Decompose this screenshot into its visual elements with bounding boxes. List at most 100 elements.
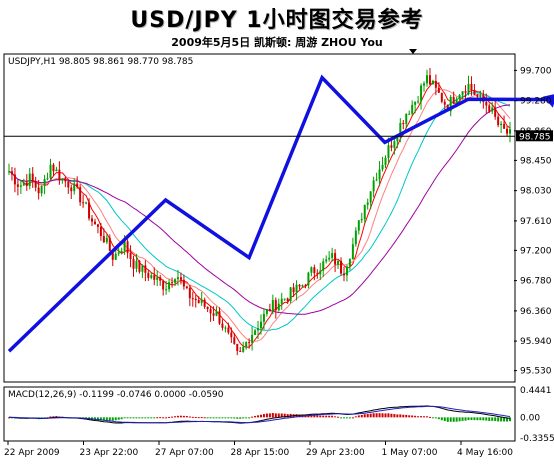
candle-body	[313, 267, 316, 274]
macd-bar	[248, 417, 251, 419]
macd-bar	[194, 417, 197, 419]
price-tick-label: 95.530	[520, 367, 552, 377]
candle-body	[171, 282, 174, 284]
macd-bar	[174, 416, 177, 418]
macd-bar	[334, 416, 337, 418]
macd-bar	[378, 413, 381, 418]
macd-bar	[411, 415, 414, 418]
candle-body	[458, 94, 461, 100]
candle-body	[46, 178, 49, 180]
candle-body	[393, 141, 396, 148]
macd-bar	[420, 416, 423, 418]
macd-bar	[200, 417, 203, 419]
macd-bar	[144, 417, 147, 419]
candle-body	[464, 91, 467, 93]
price-tick-label: 96.780	[520, 277, 552, 287]
candle-body	[61, 178, 64, 181]
candle-body	[79, 187, 82, 203]
macd-bar	[150, 417, 153, 419]
candle-body	[503, 123, 506, 129]
macd-bar	[428, 416, 431, 418]
macd-bar	[351, 417, 354, 419]
candle-body	[174, 279, 177, 283]
macd-bar	[147, 417, 150, 419]
candle-body	[485, 102, 488, 106]
macd-bar	[405, 414, 408, 418]
macd-bar	[322, 415, 325, 418]
moving-average-line	[8, 104, 511, 315]
candle-body	[428, 75, 431, 85]
candle-body	[434, 80, 437, 88]
candle-body	[88, 202, 91, 219]
macd-bar	[319, 415, 322, 418]
macd-bar	[165, 417, 168, 419]
macd-bar	[464, 417, 467, 421]
candle-body	[13, 174, 16, 185]
macd-bar	[440, 417, 443, 421]
candle-body	[239, 350, 242, 352]
macd-bar	[55, 416, 58, 418]
candle-body	[381, 164, 384, 170]
macd-bar	[159, 417, 162, 419]
candle-body	[437, 87, 440, 93]
macd-bar	[363, 414, 366, 418]
macd-bar	[49, 416, 52, 418]
candlesticks	[8, 67, 511, 356]
time-tick-label: 28 Apr 15:00	[231, 448, 290, 458]
candle-body	[85, 202, 88, 204]
macd-bar	[102, 417, 105, 421]
candle-body	[34, 181, 37, 188]
macd-bar	[340, 417, 343, 419]
trend-arrow-line	[7, 74, 551, 353]
candle-body	[108, 237, 111, 251]
macd-bar	[345, 417, 348, 419]
macd-bar	[185, 416, 188, 418]
macd-bar	[182, 415, 185, 418]
macd-bar	[123, 417, 126, 419]
candle-body	[191, 298, 194, 300]
macd-bar	[396, 414, 399, 418]
macd-bar	[265, 413, 268, 418]
macd-bar	[491, 417, 494, 421]
candle-body	[399, 122, 402, 138]
macd-bar	[230, 417, 233, 419]
candle-body	[405, 114, 408, 124]
macd-bar	[156, 417, 159, 419]
macd-bar	[153, 417, 156, 419]
macd-bar	[259, 414, 262, 418]
candle-body	[271, 300, 274, 312]
candle-body	[197, 300, 200, 303]
candle-body	[203, 299, 206, 307]
macd-tick-label: 0.00	[520, 413, 540, 423]
candle-body	[227, 327, 230, 333]
macd-bar	[245, 417, 248, 419]
macd-bar	[425, 416, 428, 418]
candle-body	[408, 113, 411, 115]
candle-body	[277, 303, 280, 311]
candle-body	[141, 265, 144, 272]
macd-signal-line	[8, 405, 511, 424]
price-tick-label: 98.030	[520, 187, 552, 197]
macd-bar	[375, 413, 378, 418]
candle-body	[509, 129, 511, 134]
candle-body	[159, 277, 162, 281]
macd-bar	[372, 413, 375, 418]
time-tick-label: 27 Apr 07:00	[155, 448, 214, 458]
candle-body	[206, 306, 209, 309]
candle-body	[182, 279, 185, 287]
candle-body	[76, 183, 79, 188]
candle-body	[340, 260, 343, 274]
candle-body	[194, 298, 197, 301]
macd-bar	[449, 417, 452, 422]
macd-bar	[218, 417, 221, 419]
candle-body	[224, 327, 227, 329]
candle-body	[476, 94, 479, 97]
candle-body	[390, 145, 393, 148]
time-tick-label: 29 Apr 23:00	[306, 448, 365, 458]
macd-bar	[393, 414, 396, 418]
candle-body	[188, 287, 191, 299]
candle-body	[254, 330, 257, 335]
macd-bar	[423, 416, 426, 418]
macd-bar	[179, 415, 182, 418]
price-tick-label: 98.450	[520, 156, 552, 166]
